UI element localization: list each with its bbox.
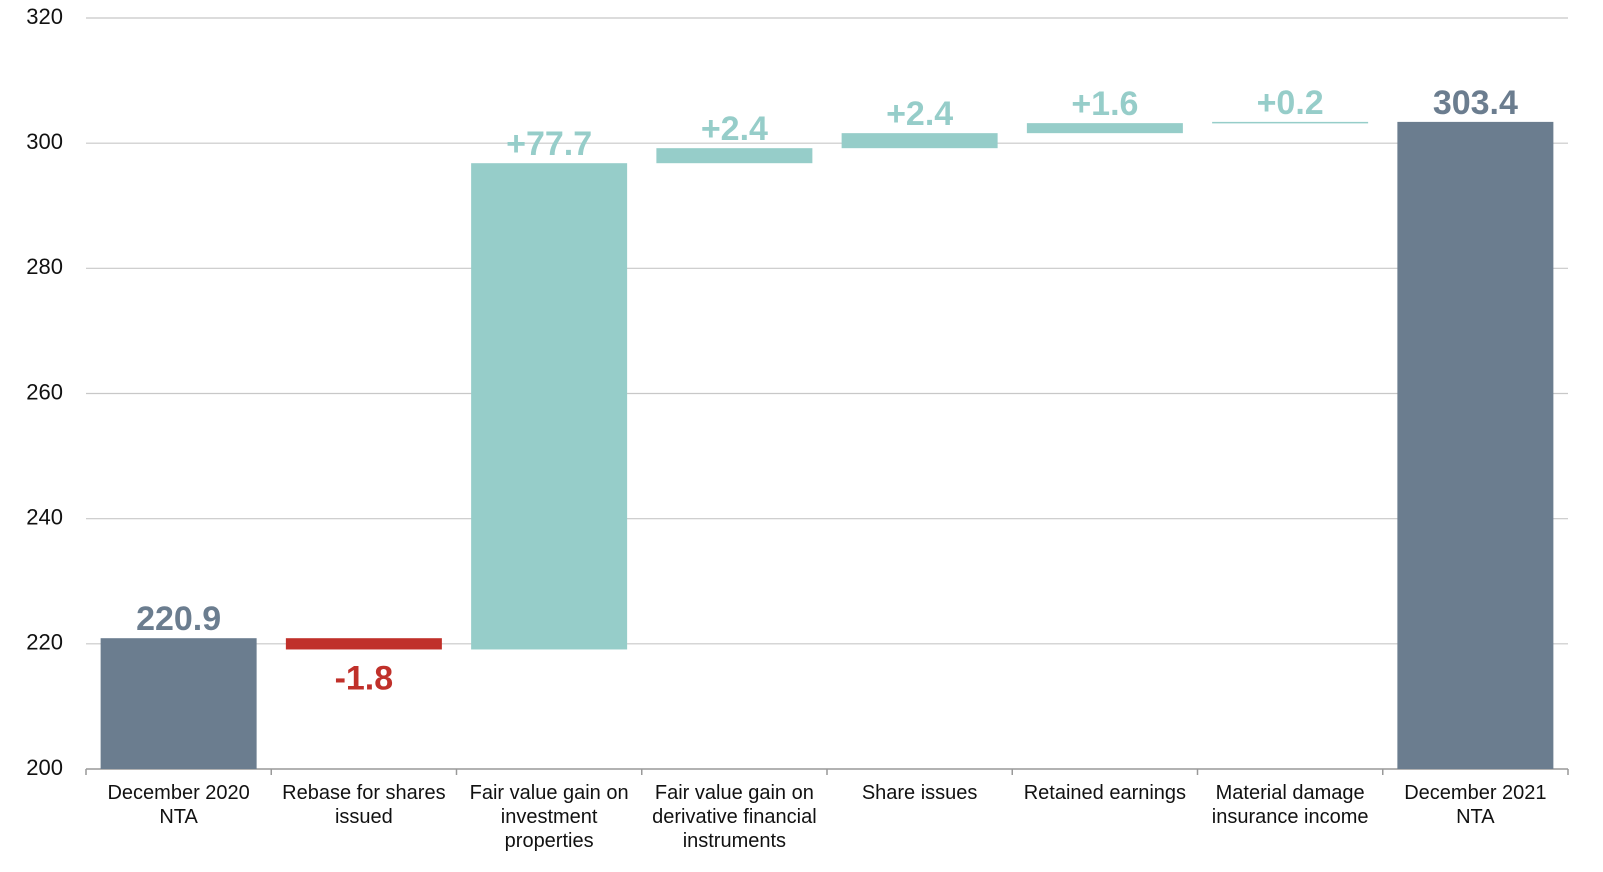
x-tick-label: Fair value gain on derivative financial … [652, 782, 817, 852]
x-tick-label: Retained earnings [1023, 782, 1187, 804]
y-tick-label: 320 [26, 4, 63, 29]
data-label: +0.2 [1257, 84, 1324, 122]
bar [285, 638, 442, 650]
bar [471, 163, 628, 650]
bar [841, 133, 998, 149]
y-tick-label: 260 [26, 379, 63, 404]
x-tick-label: December 2021 NTA [1404, 782, 1547, 828]
y-tick-label: 280 [26, 254, 63, 279]
data-label: 220.9 [136, 600, 221, 638]
data-label: +77.7 [506, 125, 592, 163]
bar [656, 148, 813, 164]
x-tick-label: Share issues [861, 782, 978, 804]
y-tick-label: 200 [26, 755, 63, 780]
bar [1212, 121, 1369, 124]
y-tick-label: 300 [26, 129, 63, 154]
data-label: 303.4 [1433, 84, 1518, 122]
x-tick-label: Material damage insurance income [1211, 782, 1369, 828]
bar [1397, 121, 1554, 770]
x-tick-label: Rebase for shares issued [282, 782, 446, 828]
y-tick-label: 240 [26, 504, 63, 529]
data-label: -1.8 [335, 659, 394, 697]
data-label: +1.6 [1071, 85, 1138, 123]
x-tick-label: December 2020 NTA [107, 782, 250, 828]
bar [100, 638, 257, 769]
bar [1026, 123, 1183, 134]
data-label: +2.4 [701, 110, 768, 148]
x-tick-label: Fair value gain on investment properties [469, 782, 629, 852]
y-tick-label: 220 [26, 630, 63, 655]
data-label: +2.4 [886, 95, 953, 133]
